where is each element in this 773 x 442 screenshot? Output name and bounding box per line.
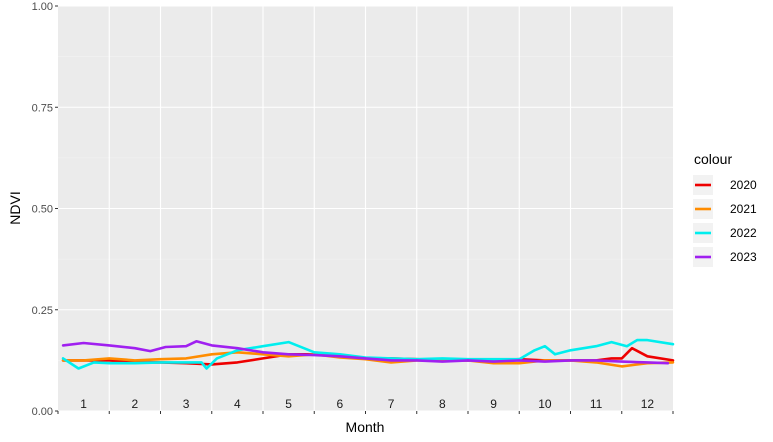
- legend-label-2023: 2023: [730, 250, 757, 264]
- y-axis-title: NDVI: [7, 191, 23, 224]
- series-line-2023: [61, 339, 670, 365]
- month-label: 3: [183, 397, 190, 411]
- y-tick-label: 0.25: [32, 305, 53, 317]
- month-label: 12: [641, 397, 655, 411]
- month-label: 11: [590, 397, 603, 411]
- x-axis: [57, 411, 674, 414]
- legend-title: colour: [694, 151, 732, 167]
- series-lines: [61, 338, 675, 370]
- month-labels: 1 2 3 4 5 6 7 8 9 10 11 12: [80, 397, 654, 411]
- legend-label-2022: 2022: [730, 226, 757, 240]
- month-label: 10: [538, 397, 552, 411]
- y-tick-label: 0.75: [32, 102, 53, 114]
- y-tick-label: 1.00: [32, 1, 53, 13]
- series-line-2022: [61, 338, 675, 370]
- month-label: 7: [388, 397, 395, 411]
- month-label: 4: [234, 397, 241, 411]
- month-label: 8: [439, 397, 446, 411]
- month-label: 6: [337, 397, 344, 411]
- legend-label-2021: 2021: [730, 202, 757, 216]
- month-label: 9: [490, 397, 497, 411]
- month-label: 5: [285, 397, 292, 411]
- y-axis: 0.00 0.25 0.50 0.75 1.00: [32, 1, 58, 418]
- month-label: 2: [132, 397, 139, 411]
- x-axis-title: Month: [346, 419, 385, 435]
- y-tick-label: 0.50: [32, 204, 53, 216]
- month-label: 1: [80, 397, 87, 411]
- legend: colour 2020 2021 2022 2023: [693, 151, 757, 267]
- y-tick-label: 0.00: [32, 406, 53, 418]
- legend-label-2020: 2020: [730, 178, 757, 192]
